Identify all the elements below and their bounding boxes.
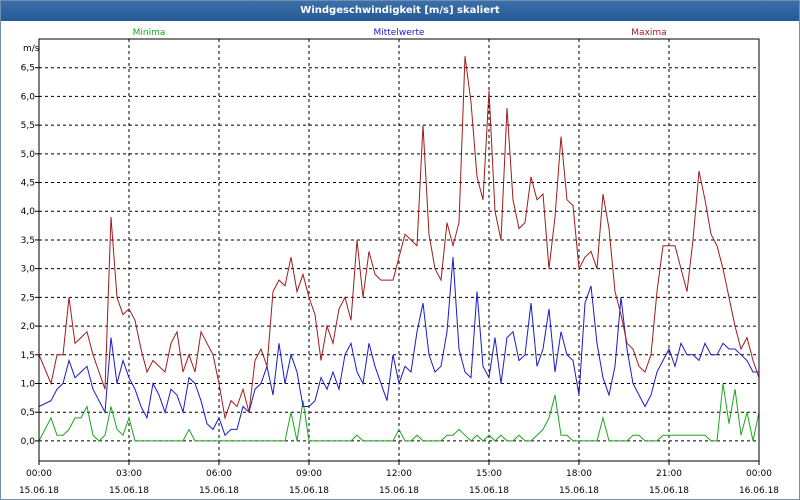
chart-grid	[39, 39, 759, 461]
legend-entry-maxima: Maxima	[631, 28, 666, 38]
x-tick-time: 06:00	[206, 469, 232, 479]
x-tick-date: 15.06.18	[289, 486, 329, 496]
y-axis-label: m/s	[23, 44, 40, 54]
x-tick-date: 15.06.18	[559, 486, 599, 496]
y-tick-label: 4,0	[21, 207, 36, 217]
y-tick-label: 5,5	[21, 121, 35, 131]
window-title: Windgeschwindigkeit [m/s] skaliert	[1, 1, 799, 21]
chart-series	[38, 56, 760, 442]
x-tick-date: 15.06.18	[379, 486, 419, 496]
legend-entry-minima: Minima	[133, 28, 166, 38]
x-tick-time: 00:00	[26, 469, 52, 479]
x-tick-date: 15.06.18	[469, 486, 509, 496]
series-line-mittelwerte	[38, 257, 759, 437]
x-tick-time: 03:00	[116, 469, 142, 479]
y-tick-label: 3,5	[21, 236, 35, 246]
y-tick-label: 0,5	[21, 408, 35, 418]
y-tick-label: 5,0	[21, 150, 36, 160]
y-tick-label: 2,5	[21, 293, 35, 303]
plot-frame	[38, 38, 760, 462]
x-tick-time: 15:00	[476, 469, 502, 479]
x-tick-date: 15.06.18	[199, 486, 239, 496]
line-chart: 0,0 0,5 1,0 1,5 2,0 2,5 3,0 3,5 4,0 4,5 5,0 5,5 6,0 6…	[19, 28, 779, 496]
y-tick-label: 1,5	[21, 351, 35, 361]
y-axis: 0,0 0,5 1,0 1,5 2,0 2,5 3,0 3,5 4,0 4,5 5,0 5,5 6,0 6…	[21, 44, 40, 447]
y-tick-label: 1,0	[21, 379, 36, 389]
x-tick-time: 12:00	[386, 469, 412, 479]
series-line-minima	[38, 383, 760, 442]
legend-entry-mittelwerte: Mittelwerte	[373, 28, 424, 38]
y-tick-label: 6,0	[21, 92, 36, 102]
x-tick-time: 00:00	[746, 469, 772, 479]
series-line-maxima	[38, 56, 760, 420]
y-tick-label: 0,0	[21, 437, 36, 447]
y-tick-label: 6,5	[21, 64, 35, 74]
x-tick-date: 15.06.18	[109, 486, 149, 496]
y-tick-label: 3,0	[21, 265, 36, 275]
y-tick-label: 4,5	[21, 179, 35, 189]
x-tick-time: 18:00	[566, 469, 592, 479]
x-tick-time: 09:00	[296, 469, 322, 479]
y-tick-label: 2,0	[21, 322, 36, 332]
x-tick-date: 16.06.18	[739, 486, 779, 496]
chart-legend: Minima Mittelwerte Maxima	[133, 28, 667, 38]
x-tick-date: 15.06.18	[649, 486, 689, 496]
x-tick-date: 15.06.18	[19, 486, 59, 496]
x-axis: 00:00 15.06.18 03:00 15.06.18 06:00 15.06.18 0…	[19, 461, 779, 496]
x-tick-time: 21:00	[656, 469, 682, 479]
